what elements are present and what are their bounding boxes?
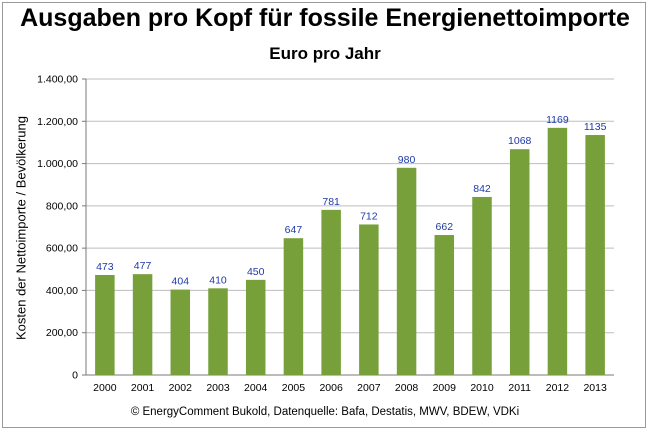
data-label: 712 bbox=[360, 210, 378, 222]
data-label: 404 bbox=[172, 276, 190, 288]
x-tick-label: 2001 bbox=[131, 382, 155, 394]
x-tick-label: 2008 bbox=[395, 382, 419, 394]
x-tick-label: 2012 bbox=[546, 382, 570, 394]
bar bbox=[132, 274, 153, 375]
y-tick-label: 600,00 bbox=[46, 243, 78, 255]
bar bbox=[472, 196, 492, 375]
bar bbox=[396, 167, 417, 375]
bar bbox=[321, 209, 341, 375]
x-tick-label: 2000 bbox=[93, 382, 117, 394]
bar bbox=[95, 274, 115, 375]
data-label: 1135 bbox=[584, 121, 607, 133]
chart-subtitle: Euro pro Jahr bbox=[269, 44, 381, 63]
bar bbox=[585, 135, 605, 375]
y-tick-label: 200,00 bbox=[46, 327, 78, 339]
bar bbox=[283, 238, 304, 375]
x-tick-label: 2011 bbox=[508, 382, 531, 394]
data-label: 842 bbox=[473, 183, 491, 195]
data-label: 1068 bbox=[508, 135, 532, 147]
x-tick-label: 2003 bbox=[206, 382, 230, 394]
x-tick-label: 2004 bbox=[244, 382, 268, 394]
bar bbox=[547, 127, 568, 375]
data-label: 410 bbox=[209, 274, 227, 286]
bar bbox=[434, 235, 455, 375]
data-label: 662 bbox=[436, 221, 454, 233]
y-tick-label: 1.000,00 bbox=[37, 158, 78, 170]
data-label: 781 bbox=[322, 196, 340, 208]
data-label: 450 bbox=[247, 266, 265, 278]
bar bbox=[359, 224, 379, 375]
x-tick-label: 2009 bbox=[433, 382, 457, 394]
x-tick-label: 2010 bbox=[470, 382, 494, 394]
source-note: © EnergyComment Bukold, Datenquelle: Baf… bbox=[130, 406, 520, 418]
y-tick-label: 1.200,00 bbox=[37, 116, 78, 128]
data-label: 980 bbox=[398, 154, 416, 166]
x-tick-label: 2002 bbox=[169, 382, 193, 394]
chart-title: Ausgaben pro Kopf für fossile Energienet… bbox=[20, 4, 630, 32]
data-label: 477 bbox=[134, 260, 152, 272]
data-label: 647 bbox=[285, 224, 303, 236]
y-tick-label: 800,00 bbox=[46, 200, 78, 212]
data-label: 473 bbox=[96, 261, 114, 273]
y-tick-label: 0 bbox=[72, 370, 78, 382]
x-tick-label: 2013 bbox=[583, 382, 607, 394]
data-label: 1169 bbox=[546, 114, 569, 126]
bar bbox=[208, 288, 228, 375]
y-tick-label: 400,00 bbox=[46, 285, 78, 297]
x-tick-label: 2006 bbox=[319, 382, 343, 394]
y-tick-label: 1.400,00 bbox=[37, 74, 78, 86]
x-tick-label: 2005 bbox=[282, 382, 306, 394]
bar bbox=[245, 279, 266, 375]
x-tick-label: 2007 bbox=[357, 382, 381, 394]
bar bbox=[509, 149, 530, 375]
bar bbox=[170, 289, 191, 375]
